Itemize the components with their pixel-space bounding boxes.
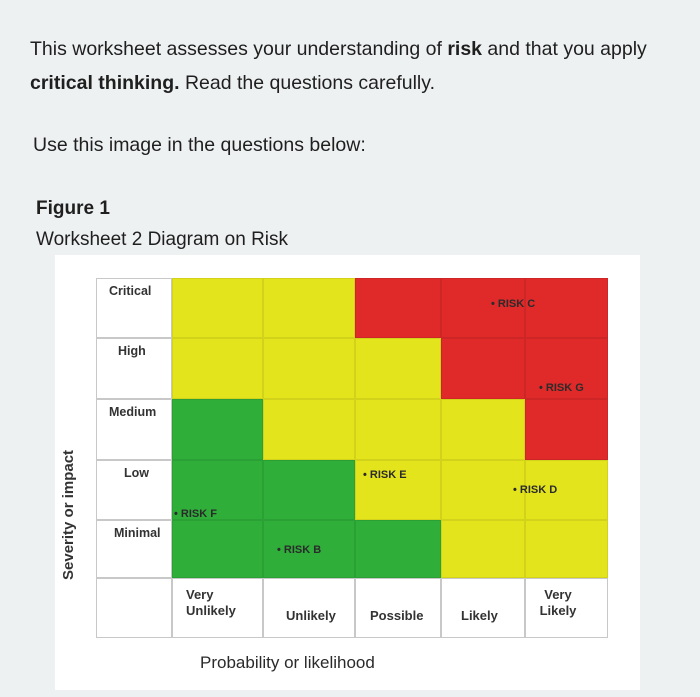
risk-cell-yellow xyxy=(525,460,608,520)
risk-cell-green xyxy=(172,460,263,520)
likelihood-label-cell xyxy=(263,578,355,638)
intro-paragraph: This worksheet assesses your understandi… xyxy=(30,32,680,100)
risk-marker: • RISK G xyxy=(539,382,584,394)
likelihood-label-cell xyxy=(96,578,172,638)
risk-marker: • RISK D xyxy=(513,484,558,496)
severity-label: Medium xyxy=(109,405,157,419)
risk-cell-yellow xyxy=(263,399,355,460)
x-axis-label: Probability or likelihood xyxy=(200,653,375,672)
likelihood-label: Possible xyxy=(370,608,424,623)
likelihood-label: Very Unlikely xyxy=(186,587,236,618)
severity-label: Critical xyxy=(109,284,152,298)
figure-caption: Worksheet 2 Diagram on Risk xyxy=(36,229,289,250)
likelihood-label-cell xyxy=(525,578,608,638)
risk-cell-red xyxy=(441,338,525,399)
risk-cell-yellow xyxy=(525,520,608,578)
risk-cell-red xyxy=(525,278,608,338)
risk-marker: • RISK B xyxy=(277,544,322,556)
risk-cell-yellow xyxy=(172,278,263,338)
risk-cell-red xyxy=(355,278,441,338)
risk-cell-green xyxy=(172,520,263,578)
risk-cell-yellow xyxy=(172,338,263,399)
likelihood-label-cell xyxy=(172,578,263,638)
risk-cell-red xyxy=(525,338,608,399)
use-image-text: Use this image in the questions below: xyxy=(33,134,366,156)
intro-text-2: and that you apply xyxy=(482,38,647,60)
risk-marker: • RISK E xyxy=(363,469,407,481)
likelihood-label: Unlikely xyxy=(286,608,336,623)
risk-cell-yellow xyxy=(263,338,355,399)
severity-label-cell xyxy=(96,399,172,460)
intro-text-1: This worksheet assesses your understandi… xyxy=(30,38,448,60)
intro-text-3: Read the questions carefully. xyxy=(179,72,435,94)
risk-cell-green xyxy=(355,520,441,578)
risk-matrix-grid: Critical High Medium Low Minimal Very Unlikel… xyxy=(96,278,608,638)
risk-marker: • RISK F xyxy=(174,508,217,520)
y-axis-label: Severity or impact xyxy=(60,449,77,580)
risk-cell-yellow xyxy=(355,338,441,399)
likelihood-label-cell xyxy=(441,578,525,638)
risk-cell-yellow xyxy=(441,520,525,578)
likelihood-label: Very Likely xyxy=(539,587,577,618)
severity-label-cell xyxy=(96,520,172,578)
risk-cell-green xyxy=(263,460,355,520)
likelihood-label-cell xyxy=(355,578,441,638)
risk-marker: • RISK C xyxy=(491,298,536,310)
risk-cell-yellow xyxy=(355,399,441,460)
severity-label: High xyxy=(118,344,146,358)
risk-cell-green xyxy=(172,399,263,460)
figure-label: Figure 1 xyxy=(36,198,110,219)
severity-label-cell xyxy=(96,278,172,338)
severity-label-cell xyxy=(96,338,172,399)
severity-label-cell xyxy=(96,460,172,520)
risk-cell-red xyxy=(441,278,525,338)
risk-cell-yellow xyxy=(441,460,525,520)
severity-label: Low xyxy=(124,466,149,480)
risk-cell-yellow xyxy=(263,278,355,338)
risk-cell-yellow xyxy=(441,399,525,460)
intro-risk-word: risk xyxy=(447,38,483,60)
risk-cell-green xyxy=(263,520,355,578)
intro-critical-word: critical thinking. xyxy=(30,72,180,94)
risk-cell-red xyxy=(525,399,608,460)
risk-cell-yellow xyxy=(355,460,441,520)
likelihood-label: Likely xyxy=(461,608,498,623)
severity-label: Minimal xyxy=(114,526,161,540)
